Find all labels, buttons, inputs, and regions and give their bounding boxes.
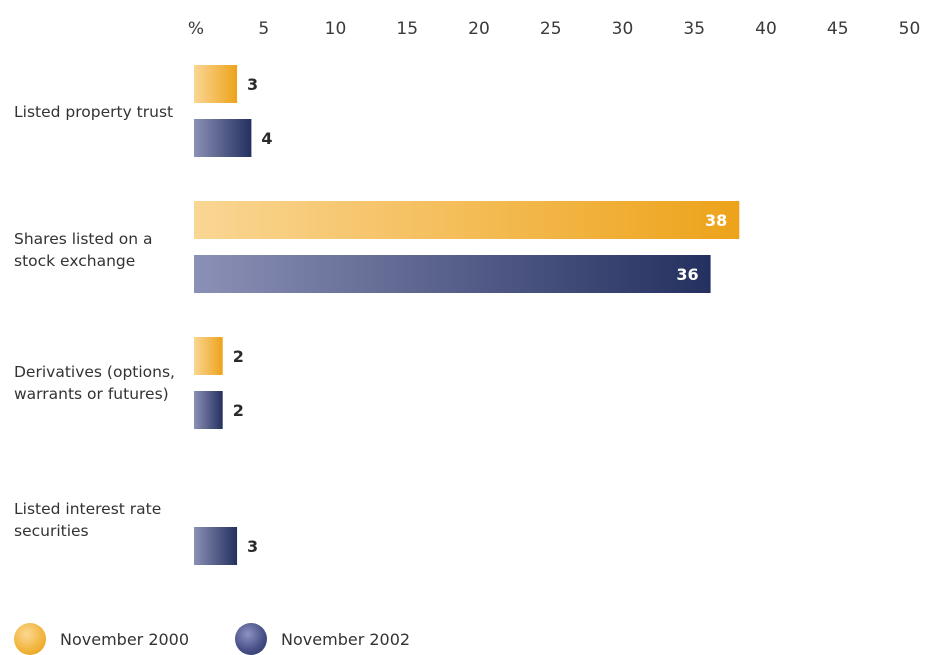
x-tick-label: 20 <box>468 19 490 39</box>
bar-value-label: 2 <box>233 401 244 420</box>
axis-unit-label: % <box>188 19 204 39</box>
bar-value-label: 3 <box>247 537 258 556</box>
legend-label-november-2002: November 2002 <box>281 629 411 649</box>
category-label-line: Derivatives (options, <box>14 363 175 381</box>
legend-swatch-november-2002 <box>235 623 268 655</box>
bar-nov-2000 <box>194 65 238 103</box>
bar-nov-2002 <box>194 119 252 157</box>
bar-nov-2000 <box>194 337 223 375</box>
bar-nov-2000 <box>194 201 740 239</box>
category-label-line: Listed property trust <box>14 103 174 121</box>
bar-value-label: 4 <box>261 129 272 148</box>
legend-swatch-november-2000 <box>14 623 46 655</box>
bar-value-label: 2 <box>233 347 244 366</box>
category-label-line: Listed interest rate <box>14 500 162 518</box>
category-label: Derivatives (options, warrants or futures… <box>14 361 175 405</box>
category-label: Listed property trust <box>14 101 173 123</box>
bar-nov-2002 <box>194 391 223 429</box>
x-tick-label: 15 <box>396 19 418 39</box>
legend-label-november-2000: November 2000 <box>60 629 190 649</box>
x-tick-label: 50 <box>899 19 921 39</box>
x-tick-label: 45 <box>827 19 849 39</box>
bar-value-label: 36 <box>676 265 698 284</box>
legend-item-november-2000: November 2000 <box>14 623 189 655</box>
category-label: Shares listed on a stock exchange <box>14 228 153 272</box>
category-label: Listed interest rate securities <box>14 498 161 542</box>
bar-nov-2002 <box>194 527 238 565</box>
x-tick-label: 10 <box>325 19 347 39</box>
x-tick-label: 30 <box>612 19 634 39</box>
category-label-line: Shares listed on a <box>14 230 153 248</box>
category-label-line: securities <box>14 522 89 540</box>
legend-item-november-2002: November 2002 <box>235 623 410 655</box>
x-tick-label: 25 <box>540 19 562 39</box>
legend: November 2000 November 2002 <box>14 623 456 655</box>
category-label-line: warrants or futures) <box>14 385 169 403</box>
bar-value-label: 3 <box>247 75 258 94</box>
x-tick-label: 35 <box>683 19 705 39</box>
bar-value-label: 38 <box>705 211 727 230</box>
x-tick-label: 40 <box>755 19 777 39</box>
x-tick-label: 5 <box>258 19 269 39</box>
bar-nov-2002 <box>194 255 711 293</box>
category-label-line: stock exchange <box>14 252 136 270</box>
